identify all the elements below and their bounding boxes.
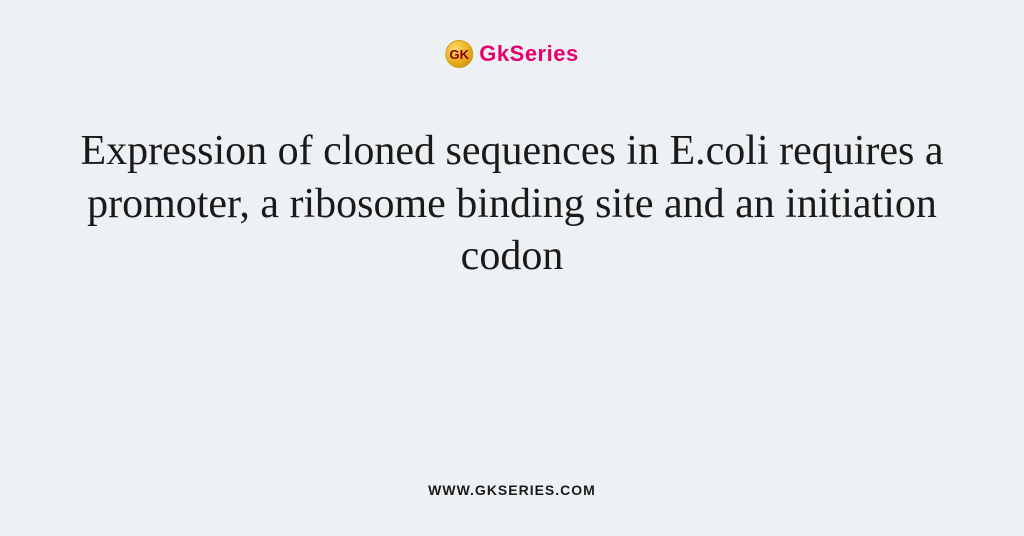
logo-badge-icon: GK	[445, 40, 473, 68]
page-title: Expression of cloned sequences in E.coli…	[72, 125, 952, 283]
logo-brand-text: GkSeries	[479, 41, 578, 67]
footer-url: WWW.GKSERIES.COM	[428, 482, 596, 498]
logo-badge-text: GK	[450, 47, 470, 62]
brand-logo: GK GkSeries	[445, 40, 578, 68]
